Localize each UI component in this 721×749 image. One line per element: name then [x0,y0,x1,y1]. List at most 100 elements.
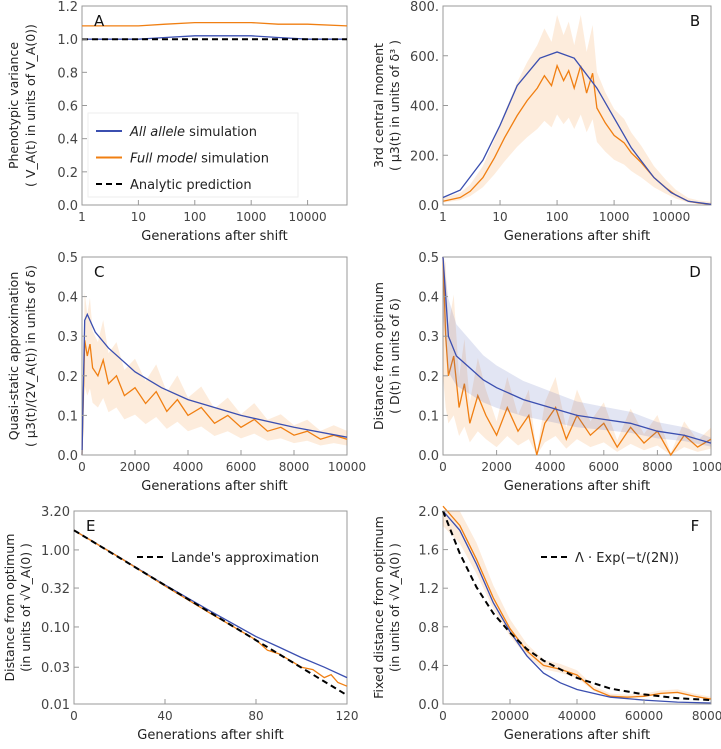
series-band [443,257,711,455]
panel-letter: E [86,517,95,535]
y-axis-label: (in units of √V_A(0) ) [18,543,33,672]
legend-text: Lande's approximation [171,551,319,566]
x-tick-label: 10000 [692,460,721,474]
x-tick-label: 0 [439,709,447,723]
legend-text: Λ · Exp(−t/(2N)) [575,551,679,566]
series-band [443,257,711,447]
panel-letter: C [94,263,104,281]
y-tick-label: 0.03 [41,661,70,676]
y-tick-label: 0.01 [41,698,70,713]
panel-letter: D [689,263,701,281]
y-tick-label: 0.0 [418,199,439,214]
series-line-1 [82,21,348,27]
legend-text: Analytic prediction [130,178,252,193]
x-tick-label: 1 [439,210,447,224]
y-tick-label: 0.2 [418,370,439,385]
y-axis-label: Fixed distance from optimum [371,516,386,699]
panel-b: 1 10 100 1000 10000 0.0 200. 400. 600. 800. Genera… [371,0,712,244]
series-band [443,511,711,700]
legend-label: Λ · Exp(−t/(2N)) [575,551,679,566]
plot-frame [73,510,348,705]
x-axis-label: Generations after shift [504,728,650,743]
y-tick-label: 1.0 [57,33,78,48]
y-tick-label: 1.00 [41,544,70,559]
series-line-2 [73,529,348,697]
series-line-1 [442,256,712,444]
y-tick-label: 0.1 [57,409,78,424]
y-tick-label: 0.1 [418,409,439,424]
x-tick-label: 4000 [535,460,566,474]
legend-italic: Full model [130,152,197,167]
x-tick-label: 40 [157,709,172,723]
y-tick-label: 0.2 [57,166,78,181]
plot-frame [442,256,712,456]
x-tick-label: 120 [336,709,359,723]
x-axis-label: Generations after shift [141,479,287,494]
y-tick-label: 800. [410,0,439,15]
x-tick-label: 0 [70,709,78,723]
panel-d: 0 2000 4000 6000 8000 10000 0.0 0.1 0.2 0.3 0.4 0.5… [371,251,721,494]
x-tick-label: 8000 [642,460,673,474]
x-tick-label: 1000 [599,210,630,224]
x-tick-label: 10000 [288,210,326,224]
y-axis-label: Distance from optimum [2,534,17,682]
y-tick-label: 0.32 [41,582,70,597]
plot-frame [81,256,348,456]
y-tick-label: 0.0 [57,449,78,464]
panel-e: 0 40 80 120 0.01 0.03 0.10 0.32 1.00 3.20 Generati… [2,505,358,743]
panel-a: 1 10 100 1000 10000 0.0 0.2 0.4 0.6 0.8 1.0 1.2 Gene… [6,0,348,244]
x-tick-label: 8000 [279,460,310,474]
y-tick-label: 0.8 [418,621,439,636]
legend-text: simulation [185,125,257,140]
series-band [443,14,711,205]
legend-italic: All allele [129,125,185,140]
panel-c: 0 2000 4000 6000 8000 10000 0.0 0.1 0.2 0.3 0.4 0.5… [6,251,366,494]
y-tick-label: 0.4 [418,659,439,674]
x-tick-label: 2000 [481,460,512,474]
x-tick-label: 1 [78,210,86,224]
x-tick-label: 10 [131,210,146,224]
x-tick-label: 6000 [589,460,620,474]
y-tick-label: 0.0 [57,199,78,214]
y-axis-label: 3rd central moment [371,43,386,168]
x-tick-label: 1000 [236,210,267,224]
series-line-0 [442,256,712,457]
x-axis-label: Generations after shift [137,728,283,743]
y-axis-label: ( D(t) in units of δ) [387,298,402,414]
panel-letter: A [94,12,105,30]
y-tick-label: 0.4 [418,291,439,306]
y-tick-label: 1.2 [418,582,439,597]
panel-letter: B [690,12,700,30]
y-axis-label: (in units of √V_A(0) ) [387,543,402,672]
y-tick-label: 2.0 [418,505,439,520]
y-axis-label: ( μ3(t) in units of δ³ ) [387,40,402,171]
y-tick-label: 200. [410,149,439,164]
x-tick-label: 20000 [491,709,529,723]
x-tick-label: 10000 [652,210,690,224]
y-tick-label: 1.2 [57,0,78,15]
series-line-2 [442,510,712,702]
series-line-1 [442,51,712,205]
x-axis-label: Generations after shift [504,479,650,494]
series-line-1 [73,529,348,687]
y-tick-label: 0.0 [418,698,439,713]
y-axis-label: ( V_A(t) in units of V_A(0)) [23,24,38,187]
legend-label: Lande's approximation [171,551,319,566]
y-tick-label: 0.2 [57,370,78,385]
y-tick-label: 0.5 [57,251,78,266]
x-tick-label: 60000 [625,709,663,723]
x-axis-label: Generations after shift [504,229,650,244]
series-band [82,292,347,455]
x-tick-label: 40000 [558,709,596,723]
x-tick-label: 6000 [226,460,257,474]
y-tick-label: 0.6 [57,100,78,115]
legend-label: Full model simulation [130,152,269,167]
x-tick-label: 0 [78,460,86,474]
x-tick-label: 10 [492,210,507,224]
series-line-0 [442,505,712,700]
legend-label: All allele simulation [129,125,257,140]
